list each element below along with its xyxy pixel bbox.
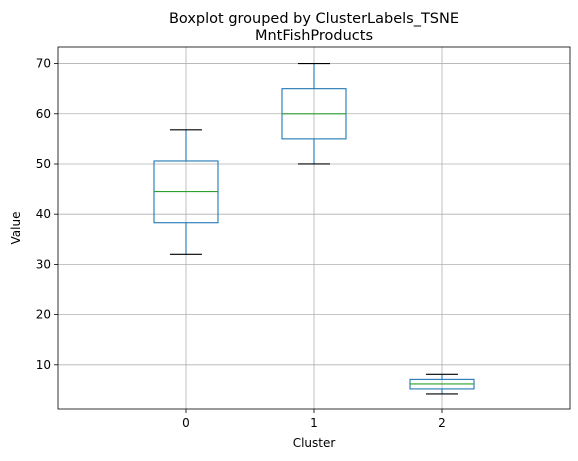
box-series [153,63,475,395]
chart-suptitle: Boxplot grouped by ClusterLabels_TSNE [169,11,459,27]
x-axis-ticks: 0 1 2 [182,409,446,430]
y-tick-label: 50 [36,157,51,171]
y-axis-label: Value [9,212,23,245]
x-tick-label: 2 [438,416,446,430]
x-tick-label: 0 [182,416,190,430]
y-tick-label: 70 [36,57,51,71]
box-0 [153,129,219,255]
grid-lines [58,47,570,409]
box-2 [409,373,475,395]
chart-title: MntFishProducts [255,28,373,44]
box-1 [281,63,347,165]
x-tick-label: 1 [310,416,318,430]
y-tick-label: 40 [36,207,51,221]
y-axis-ticks: 10 20 30 40 50 60 70 [36,57,58,372]
x-axis-label: Cluster [293,436,336,450]
y-tick-label: 10 [36,358,51,372]
y-tick-label: 20 [36,308,51,322]
y-tick-label: 30 [36,257,51,271]
y-tick-label: 60 [36,107,51,121]
